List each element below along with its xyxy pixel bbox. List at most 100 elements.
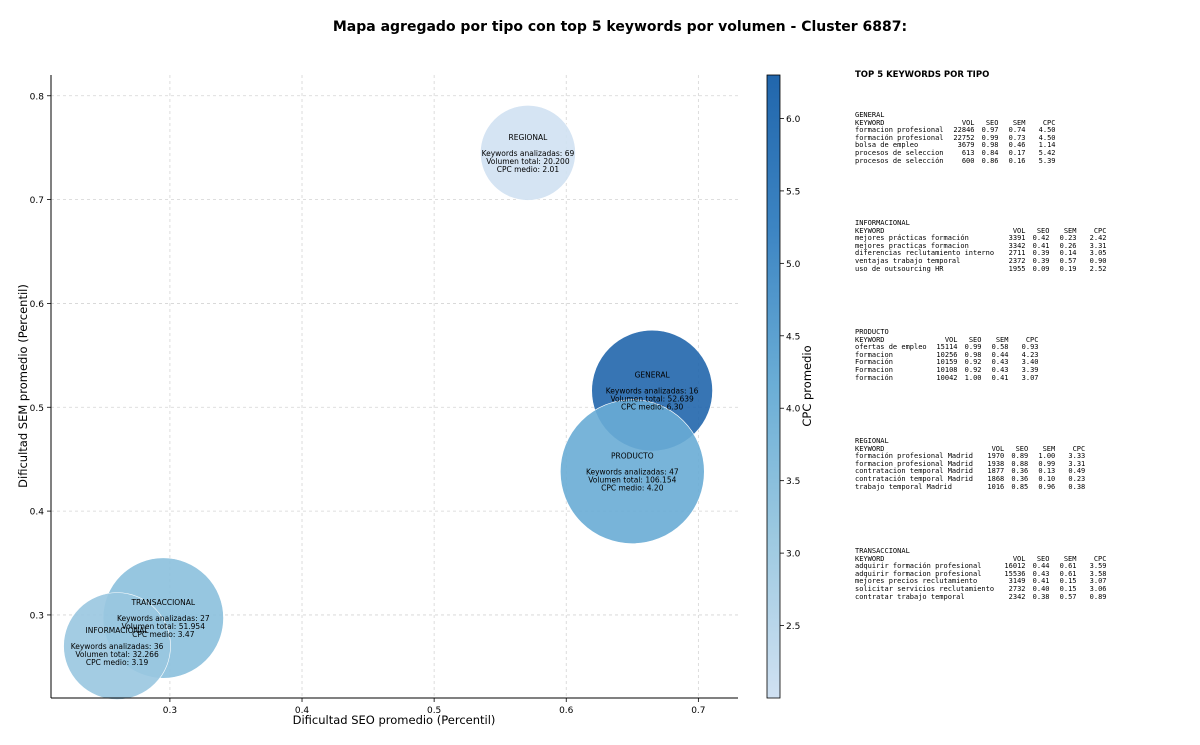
volume-cell: 600 [961, 156, 975, 165]
seo-cell: 0.36 [1011, 467, 1029, 476]
volume-cell: 1868 [987, 474, 1005, 483]
bubble-label-cpc: CPC medio: 3.19 [86, 658, 149, 667]
seo-cell: 0.89 [1011, 452, 1029, 461]
sem-cell: 0.61 [1059, 569, 1077, 578]
bubble-label-keywords: Keywords analizadas: 36 [71, 642, 164, 651]
colorbar-tick-label: 6.0 [786, 115, 801, 125]
x-tick-label: 0.4 [295, 706, 310, 716]
bubble-label-type: REGIONAL [509, 133, 549, 142]
seo-cell: 1.00 [964, 373, 982, 382]
seo-cell: 0.38 [1032, 592, 1050, 601]
cpc-cell: 0.89 [1089, 592, 1107, 601]
y-tick-label: 0.4 [30, 508, 45, 518]
keyword-cell: contratación temporal Madrid [855, 474, 974, 483]
keyword-row: mejores practicas formacion 3342 0.41 0.26 3… [855, 241, 1107, 251]
volume-cell: VOL [1012, 554, 1026, 563]
keyword-row: Formación 10159 0.92 0.43 3.40 [855, 359, 1039, 367]
top-keywords-panel: TOP 5 KEYWORDS POR TIPO GENERAL KEYWORD VO… [855, 71, 1195, 600]
cpc-cell: 3.05 [1089, 249, 1107, 258]
bubble-label-type: INFORMACIONAL [86, 626, 150, 635]
keyword-block-general: GENERAL KEYWORD VOL SEO SEM CPC formacion prof… [855, 111, 1056, 166]
volume-cell: 1938 [987, 459, 1005, 468]
colorbar-gradient [766, 74, 781, 699]
keyword-row: uso de outsourcing HR 1955 0.09 0.19 2.52 [855, 264, 1107, 274]
x-tick-label: 0.3 [163, 706, 177, 716]
seo-cell: 0.41 [1032, 577, 1050, 586]
sem-cell: 0.57 [1059, 592, 1077, 601]
sem-cell: 0.43 [991, 358, 1009, 367]
volume-cell: 3342 [1008, 241, 1026, 250]
keyword-row: formacion profesional Madrid 1938 0.88 0.99… [855, 459, 1085, 469]
volume-cell: 15114 [936, 343, 958, 352]
seo-cell: 0.97 [981, 126, 999, 135]
keyword-row: solicitar servicios reclutamiento 2732 0.4… [855, 584, 1107, 594]
sem-cell: 0.41 [991, 373, 1009, 382]
seo-cell: SEO [1036, 554, 1050, 563]
bubble-layer: REGIONAL Keywords analizadas: 69 Volumen t… [63, 105, 713, 700]
cpc-cell: 2.42 [1089, 234, 1107, 243]
y-tick-label: 0.8 [30, 92, 45, 102]
sem-cell: 0.74 [1008, 126, 1026, 135]
keyword-row: procesos de selección 600 0.86 0.16 5.39 [855, 156, 1056, 166]
sem-cell: 0.16 [1008, 156, 1026, 165]
cpc-cell: 0.49 [1068, 467, 1086, 476]
cpc-cell: 3.39 [1021, 365, 1039, 374]
cpc-cell: 0.93 [1021, 343, 1039, 352]
keyword-row: adquirir formacion profesional 15536 0.43 0… [855, 569, 1107, 579]
seo-cell: 0.86 [981, 156, 999, 165]
colorbar-tick-label: 5.0 [786, 260, 801, 270]
volume-cell: 10159 [936, 358, 958, 367]
bubble-label-volume: Volumen total: 106.154 [588, 476, 676, 485]
cpc-cell: 1.14 [1038, 141, 1056, 150]
bubble-label-volume: Volumen total: 32.266 [75, 650, 159, 659]
cpc-cell: 5.42 [1038, 148, 1056, 157]
keyword-cell: uso de outsourcing HR [855, 264, 944, 273]
keyword-cell: formacion profesional [855, 126, 944, 135]
volume-cell: 15536 [1004, 569, 1026, 578]
volume-cell: 2732 [1008, 584, 1026, 593]
sem-cell: 0.58 [991, 343, 1009, 352]
volume-cell: 1016 [987, 482, 1005, 491]
seo-cell: 0.98 [981, 141, 999, 150]
volume-cell: 10108 [936, 365, 958, 374]
cpc-cell: 3.59 [1089, 562, 1107, 571]
volume-cell: 3391 [1008, 234, 1026, 243]
keyword-row: ventajas trabajo temporal 2372 0.39 0.57 0.9… [855, 256, 1107, 266]
bubble-informacional [63, 592, 171, 700]
sem-cell: SEM [1063, 226, 1077, 235]
keyword-row: contratar trabajo temporal 2342 0.38 0.57 0.… [855, 592, 1107, 602]
seo-cell: 0.39 [1032, 256, 1050, 265]
x-axis-label: Dificultad SEO promedio (Percentil) [293, 713, 496, 727]
volume-cell: 1877 [987, 467, 1005, 476]
bubble-label-cpc: CPC medio: 6.30 [621, 403, 684, 412]
seo-cell: 0.92 [964, 358, 982, 367]
y-tick-label: 0.7 [30, 196, 44, 206]
volume-cell: 2372 [1008, 256, 1026, 265]
keyword-cell: formación profesional Madrid [855, 452, 974, 461]
seo-cell: 0.43 [1032, 569, 1050, 578]
cpc-cell: 4.23 [1021, 350, 1039, 359]
keyword-row: formación profesional 22752 0.99 0.73 4.50 [855, 134, 1056, 143]
cpc-cell: 3.31 [1089, 241, 1107, 250]
block-header-row: KEYWORD VOL SEO SEM CPC [855, 119, 1056, 128]
keyword-block-transaccional: TRANSACCIONAL KEYWORD VOL SEO SEM CPC adquirir… [855, 547, 1107, 602]
block-type-name: REGIONAL [855, 437, 889, 445]
seo-cell: 0.85 [1011, 482, 1029, 491]
block-header-row: KEYWORD VOL SEO SEM CPC [855, 445, 1085, 454]
colorbar-tick-label: 2.5 [786, 622, 800, 632]
seo-cell: 0.88 [1011, 459, 1029, 468]
block-type-name: PRODUCTO [855, 328, 889, 336]
keyword-cell: KEYWORD [855, 554, 885, 563]
sem-cell: 0.43 [991, 365, 1009, 374]
keyword-row: ofertas de empleo 15114 0.99 0.58 0.93 [855, 344, 1039, 352]
seo-cell: SEO [968, 335, 982, 344]
keyword-cell: contratacion temporal Madrid [855, 467, 974, 476]
keyword-cell: formacion [855, 350, 893, 359]
bubble-label-cpc: CPC medio: 4.20 [601, 484, 664, 493]
bubble-label-keywords: Keywords analizadas: 69 [482, 149, 575, 158]
keyword-block-regional: REGIONAL KEYWORD VOL SEO SEM CPC formación pro… [855, 437, 1086, 491]
cpc-cell: 3.07 [1089, 577, 1107, 586]
keyword-block-informacional: INFORMACIONAL KEYWORD VOL SEO SEM CPC mejores … [855, 219, 1107, 274]
bubble-label-volume: Volumen total: 52.639 [610, 395, 694, 404]
sem-cell: 0.14 [1059, 249, 1077, 258]
